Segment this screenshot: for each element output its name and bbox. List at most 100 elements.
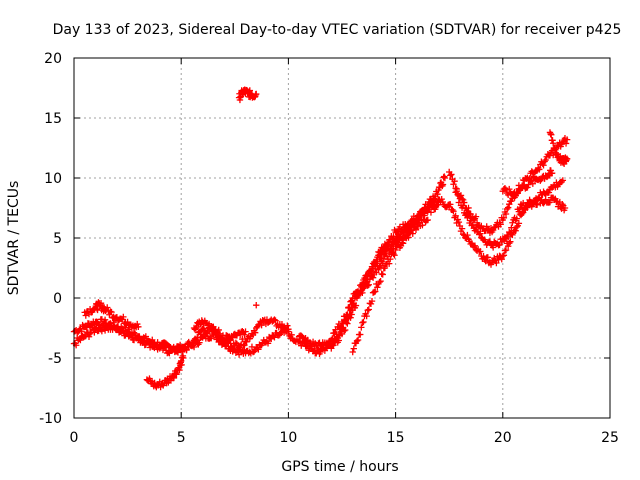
data-point-track-m <box>467 217 474 224</box>
data-point-track-c <box>82 312 89 319</box>
x-tick-label: 20 <box>494 430 512 446</box>
data-point-track-i <box>427 209 435 216</box>
data-point-track-i <box>329 340 336 348</box>
data-point-track-m <box>559 177 567 184</box>
data-point-track-j <box>391 252 398 259</box>
data-point-track-l <box>480 252 487 260</box>
data-point-track-e <box>271 316 278 323</box>
data-point-track-b <box>142 341 150 349</box>
data-point-track-i <box>328 345 335 352</box>
data-point-track-b <box>241 331 248 338</box>
data-point-track-l <box>498 256 505 263</box>
x-tick-label: 25 <box>601 430 619 446</box>
data-point-track-j <box>359 319 366 326</box>
data-point-track-e <box>239 335 246 343</box>
data-point-outlier <box>253 302 260 309</box>
data-point-track-j <box>424 216 431 224</box>
data-point-track-m <box>459 202 467 209</box>
data-point-track-l <box>559 201 566 208</box>
data-point-track-l <box>484 254 491 261</box>
data-point-track-l <box>561 204 569 212</box>
data-point-track-e <box>193 323 200 331</box>
data-point-track-m <box>515 208 523 215</box>
data-point-track-l <box>455 218 463 226</box>
data-point-track-f <box>246 87 254 94</box>
data-point-track-n <box>525 181 532 188</box>
data-point-track-j <box>385 260 393 267</box>
y-tick-label: 20 <box>44 51 62 67</box>
data-point-track-l <box>499 252 506 260</box>
data-point-track-l <box>477 248 484 255</box>
data-point-track-i <box>346 303 353 311</box>
data-point-track-e <box>219 332 227 339</box>
data-point-track-e <box>243 338 250 346</box>
data-point-track-b <box>120 328 127 335</box>
data-point-track-i <box>366 276 374 283</box>
data-point-track-e <box>215 326 222 334</box>
x-tick-label: 5 <box>177 430 186 446</box>
data-point-track-l <box>507 238 514 245</box>
data-point-track-l <box>493 259 500 267</box>
data-point-track-a <box>264 340 272 347</box>
data-point-track-j <box>363 312 370 320</box>
data-point-track-k <box>448 171 455 178</box>
data-point-track-m <box>509 219 516 226</box>
data-point-track-m <box>529 200 537 207</box>
data-point-track-m <box>489 244 497 251</box>
data-point-track-l <box>540 200 547 207</box>
data-point-track-o <box>548 131 555 138</box>
x-tick-label: 0 <box>70 430 79 446</box>
y-tick-label: 15 <box>44 111 62 127</box>
data-point-track-m <box>506 228 513 236</box>
data-point-track-m <box>472 223 480 231</box>
data-point-track-i <box>349 294 356 302</box>
data-point-track-k <box>447 172 454 179</box>
y-tick-label: -5 <box>48 351 62 367</box>
data-point-track-k <box>562 140 570 147</box>
data-point-track-a <box>107 320 114 327</box>
data-point-track-l <box>488 258 496 266</box>
data-point-track-m <box>513 215 520 222</box>
x-tick-label: 15 <box>387 430 405 446</box>
data-point-track-j <box>350 345 357 352</box>
y-tick-label: 10 <box>44 171 62 187</box>
data-point-track-n <box>524 184 531 191</box>
data-point-track-k <box>484 226 491 233</box>
data-point-track-l <box>464 231 471 239</box>
data-point-track-l <box>449 206 456 214</box>
data-point-track-j <box>381 264 389 272</box>
data-point-track-e <box>212 326 219 333</box>
data-point-track-j <box>374 284 381 291</box>
data-point-track-i <box>335 331 342 338</box>
data-point-track-a <box>270 333 277 340</box>
data-point-track-i <box>347 298 354 305</box>
data-point-track-k <box>497 221 504 228</box>
data-point-track-c <box>135 323 142 330</box>
data-point-track-l <box>458 225 466 232</box>
data-point-track-g <box>347 314 354 321</box>
data-point-track-e <box>284 322 291 329</box>
data-point-track-i <box>375 266 382 274</box>
data-point-track-m <box>508 224 515 231</box>
data-point-track-e <box>233 340 241 348</box>
data-point-track-i <box>376 263 383 271</box>
data-point-track-e <box>223 336 230 343</box>
data-point-track-a <box>101 316 109 323</box>
data-point-track-j <box>372 288 379 295</box>
data-point-track-i <box>369 274 377 281</box>
y-tick-label: 0 <box>53 291 62 307</box>
data-point-track-a <box>255 346 262 353</box>
data-point-track-h <box>299 333 306 341</box>
data-point-track-j <box>376 278 383 286</box>
data-point-track-m <box>469 221 476 229</box>
data-point-track-a <box>208 334 215 342</box>
data-point-track-m <box>521 205 528 213</box>
grid <box>74 58 610 418</box>
data-point-track-n <box>513 189 520 196</box>
data-point-track-l <box>513 223 520 231</box>
data-point-track-b <box>144 337 152 344</box>
data-point-track-k <box>451 177 458 185</box>
data-point-track-m <box>465 211 472 218</box>
data-point-track-b <box>99 321 107 328</box>
data-point-track-j <box>353 337 361 345</box>
